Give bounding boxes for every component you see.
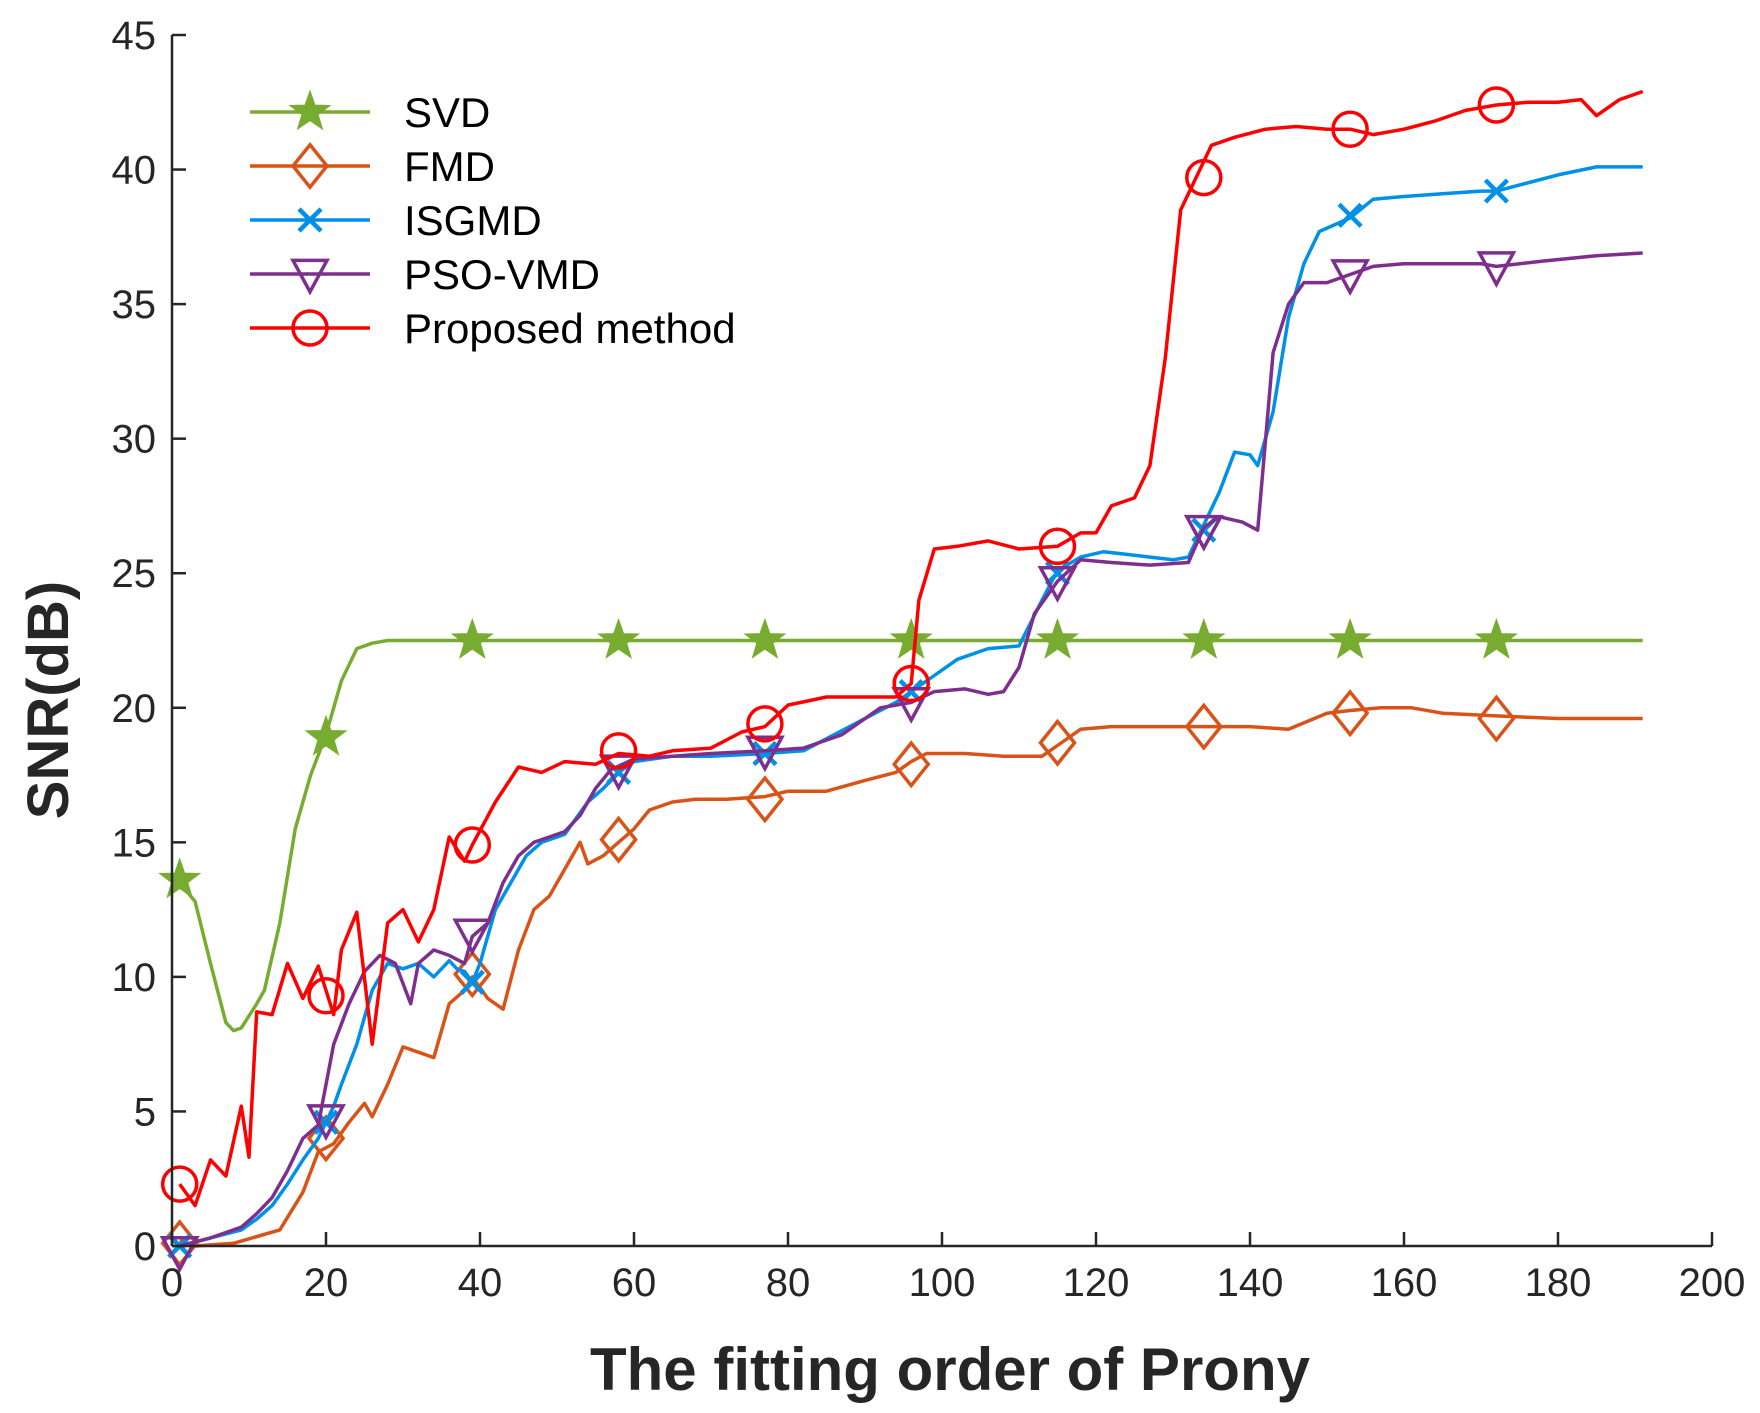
data-point-pso-vmd bbox=[306, 1104, 346, 1142]
series-svd bbox=[158, 617, 1643, 1033]
data-point-isgmd bbox=[459, 969, 485, 995]
data-point-pso-vmd bbox=[1476, 251, 1517, 288]
legend-label-proposed-method: Proposed method bbox=[404, 305, 736, 352]
legend-marker-pso-vmd bbox=[290, 258, 330, 296]
x-tick-label: 200 bbox=[1679, 1261, 1746, 1305]
data-point-svd bbox=[743, 617, 787, 659]
data-point-proposed-method bbox=[1185, 158, 1223, 197]
data-point-svd bbox=[1328, 617, 1372, 659]
data-point-pso-vmd bbox=[159, 1236, 200, 1273]
y-tick-label: 20 bbox=[112, 687, 157, 731]
legend-label-isgmd: ISGMD bbox=[404, 197, 542, 244]
x-tick-label: 160 bbox=[1371, 1261, 1438, 1305]
data-point-isgmd bbox=[1337, 202, 1363, 228]
x-tick-label: 40 bbox=[458, 1261, 503, 1305]
data-point-svd bbox=[158, 857, 202, 899]
data-point-pso-vmd bbox=[744, 735, 785, 773]
data-point-isgmd bbox=[752, 740, 778, 767]
data-point-fmd bbox=[1330, 689, 1370, 738]
data-point-pso-vmd bbox=[1037, 565, 1078, 603]
legend-item-proposed-method: Proposed method bbox=[250, 305, 736, 352]
data-point-proposed-method bbox=[599, 732, 638, 770]
data-point-pso-vmd bbox=[1330, 259, 1371, 297]
data-point-pso-vmd bbox=[1183, 514, 1224, 552]
y-tick-label: 35 bbox=[112, 283, 157, 327]
data-point-svd bbox=[1474, 617, 1518, 659]
x-axis-title: The fitting order of Prony bbox=[590, 1336, 1311, 1403]
x-tick-label: 180 bbox=[1525, 1261, 1592, 1305]
data-point-svd bbox=[1182, 617, 1226, 659]
data-point-fmd bbox=[453, 950, 492, 999]
data-point-fmd bbox=[1477, 694, 1516, 743]
series-line-proposed-method bbox=[178, 89, 1644, 1208]
legend-label-fmd: FMD bbox=[404, 143, 495, 190]
data-point-fmd bbox=[745, 775, 785, 824]
x-tick-label: 0 bbox=[161, 1261, 183, 1305]
series-proposed-method bbox=[160, 86, 1644, 1208]
legend-item-isgmd: ISGMD bbox=[250, 197, 542, 244]
data-point-proposed-method bbox=[746, 705, 784, 743]
data-point-pso-vmd bbox=[598, 754, 639, 792]
y-tick-label: 5 bbox=[134, 1090, 156, 1134]
y-axis-title: SNR(dB) bbox=[16, 581, 81, 819]
x-tick-label: 120 bbox=[1063, 1261, 1130, 1305]
series-layer bbox=[158, 86, 1644, 1273]
data-point-proposed-method bbox=[453, 826, 492, 864]
data-point-pso-vmd bbox=[891, 687, 932, 724]
data-point-svd bbox=[889, 617, 933, 659]
data-point-proposed-method bbox=[1477, 86, 1516, 124]
tick-labels: 0 20 40 60 80 100 120 140 160 180 200 0 5 10 15 20 25 30 3… bbox=[112, 14, 1746, 1305]
legend-marker-isgmd bbox=[297, 207, 323, 233]
series-line-fmd bbox=[179, 706, 1643, 1248]
data-point-fmd bbox=[1184, 702, 1224, 751]
x-tick-label: 20 bbox=[304, 1261, 349, 1305]
data-point-proposed-method bbox=[892, 664, 930, 703]
series-line-isgmd bbox=[179, 165, 1643, 1248]
data-point-isgmd bbox=[1483, 178, 1509, 204]
legend-marker-svd bbox=[288, 89, 332, 131]
y-tick-label: 10 bbox=[112, 956, 157, 1000]
data-point-proposed-method bbox=[1331, 110, 1369, 148]
data-point-pso-vmd bbox=[452, 918, 493, 956]
series-pso-vmd bbox=[159, 251, 1643, 1273]
data-point-fmd bbox=[599, 815, 638, 864]
y-tick-label: 15 bbox=[112, 821, 157, 865]
y-tick-label: 30 bbox=[112, 418, 157, 462]
x-tick-label: 60 bbox=[612, 1261, 657, 1305]
data-point-proposed-method bbox=[1038, 527, 1077, 566]
data-point-svd bbox=[597, 617, 641, 659]
axes bbox=[170, 33, 1714, 1248]
x-tick-label: 140 bbox=[1217, 1261, 1284, 1305]
data-point-proposed-method bbox=[160, 1165, 199, 1203]
y-tick-label: 0 bbox=[134, 1225, 156, 1269]
data-point-svd bbox=[1035, 617, 1080, 659]
x-tick-label: 100 bbox=[909, 1261, 976, 1305]
data-point-fmd bbox=[891, 740, 931, 789]
y-tick-label: 45 bbox=[112, 14, 157, 58]
data-point-proposed-method bbox=[307, 976, 345, 1015]
legend-item-svd: SVD bbox=[250, 89, 490, 136]
y-tick-label: 40 bbox=[112, 149, 157, 193]
x-tick-label: 80 bbox=[766, 1261, 811, 1305]
legend: SVD FMD ISGMD PSO-VMD Proposed method bbox=[250, 89, 736, 352]
data-point-svd bbox=[450, 617, 494, 659]
data-point-svd bbox=[304, 714, 348, 756]
data-point-fmd bbox=[1038, 718, 1077, 767]
y-tick-label: 25 bbox=[112, 552, 157, 596]
legend-marker-fmd bbox=[290, 141, 330, 191]
legend-label-svd: SVD bbox=[404, 89, 490, 136]
legend-item-fmd: FMD bbox=[250, 141, 495, 191]
legend-marker-proposed-method bbox=[291, 309, 329, 347]
data-point-isgmd bbox=[1044, 560, 1071, 586]
series-line-pso-vmd bbox=[179, 251, 1643, 1248]
legend-item-pso-vmd: PSO-VMD bbox=[250, 251, 600, 298]
legend-label-pso-vmd: PSO-VMD bbox=[404, 251, 600, 298]
